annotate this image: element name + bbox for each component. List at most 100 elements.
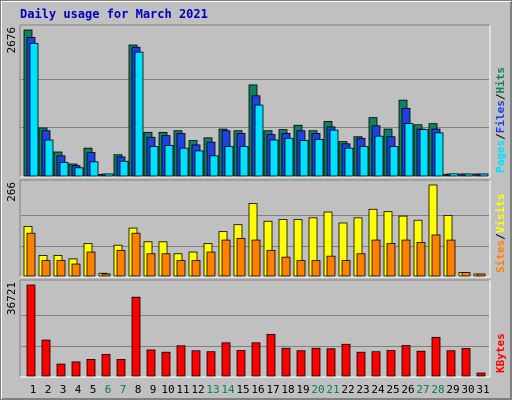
x-tick-label-day-23: 23: [356, 383, 369, 396]
x-tick-label-day-12: 12: [191, 383, 204, 396]
bar-sites-day-8: [131, 232, 141, 277]
bar-pages-day-14: [224, 146, 234, 177]
bar-sites-day-29: [446, 239, 456, 277]
x-tick-label-day-30: 30: [461, 383, 474, 396]
bar-kbytes-day-22: [341, 343, 351, 377]
x-tick-label-day-20: 20: [311, 383, 324, 396]
legend-bottom: KBytes: [494, 333, 507, 373]
bar-pages-day-7: [119, 160, 129, 177]
bar-sites-day-30: [461, 272, 471, 277]
legend-item-sites: Sites: [494, 240, 507, 273]
bar-pages-day-10: [164, 145, 174, 177]
bar-sites-day-13: [206, 251, 216, 277]
bar-kbytes-day-20: [311, 347, 321, 377]
bar-kbytes-day-25: [386, 350, 396, 377]
bar-sites-day-10: [161, 253, 171, 277]
legend-top: Pages/Files/Hits: [494, 67, 507, 173]
bar-sites-day-5: [86, 251, 96, 277]
bar-kbytes-day-8: [131, 296, 141, 377]
bar-sites-day-21: [326, 255, 336, 277]
bar-sites-day-2: [41, 260, 51, 277]
x-tick-label-day-27: 27: [416, 383, 429, 396]
x-tick-label-day-13: 13: [206, 383, 219, 396]
bar-kbytes-day-30: [461, 348, 471, 377]
bar-pages-day-21: [329, 129, 339, 177]
bar-kbytes-day-2: [41, 339, 51, 377]
bar-pages-day-23: [359, 146, 369, 177]
legend-separator: /: [494, 233, 507, 240]
bar-pages-day-29: [449, 173, 459, 177]
bar-kbytes-day-27: [416, 350, 426, 377]
x-tick-label-day-26: 26: [401, 383, 414, 396]
x-tick-label-day-6: 6: [105, 383, 112, 396]
y-max-label-bottom: 36721: [5, 282, 18, 315]
bar-sites-day-27: [416, 242, 426, 277]
bar-pages-day-2: [44, 139, 54, 177]
x-tick-label-day-18: 18: [281, 383, 294, 396]
bar-pages-day-18: [284, 137, 294, 177]
bar-kbytes-day-18: [281, 347, 291, 377]
bar-pages-day-15: [239, 146, 249, 177]
bar-kbytes-day-24: [371, 351, 381, 377]
legend-item-files: Files: [494, 100, 507, 133]
bar-sites-day-26: [401, 239, 411, 277]
x-tick-label-day-21: 21: [326, 383, 339, 396]
x-tick-label-day-16: 16: [251, 383, 264, 396]
bar-sites-day-15: [236, 237, 246, 277]
bar-pages-day-9: [149, 146, 159, 177]
bar-kbytes-day-11: [176, 345, 186, 377]
x-tick-label-day-22: 22: [341, 383, 354, 396]
bar-sites-day-31: [476, 273, 486, 277]
bar-kbytes-day-16: [251, 342, 261, 377]
bar-pages-day-8: [134, 51, 144, 177]
bar-kbytes-day-19: [296, 350, 306, 377]
x-tick-label-day-25: 25: [386, 383, 399, 396]
bar-sites-day-11: [176, 260, 186, 277]
x-tick-label-day-24: 24: [371, 383, 385, 396]
bar-kbytes-day-3: [56, 363, 66, 377]
bar-kbytes-day-31: [476, 372, 486, 377]
bar-pages-day-12: [194, 150, 204, 177]
bar-kbytes-day-1: [26, 284, 36, 377]
bar-pages-day-26: [404, 123, 414, 177]
bar-kbytes-day-15: [236, 350, 246, 377]
x-tick-label-day-31: 31: [476, 383, 489, 396]
x-tick-label-day-10: 10: [161, 383, 174, 396]
bar-pages-day-24: [374, 135, 384, 177]
bar-kbytes-day-23: [356, 351, 366, 377]
legend-item-hits: Hits: [494, 67, 507, 94]
bar-sites-day-1: [26, 232, 36, 277]
x-tick-label-day-2: 2: [45, 383, 52, 396]
x-tick-label-day-11: 11: [176, 383, 189, 396]
bar-pages-day-30: [464, 173, 474, 177]
bar-sites-day-18: [281, 256, 291, 277]
bar-sites-day-3: [56, 260, 66, 277]
bar-sites-day-19: [296, 260, 306, 277]
y-max-label-top: 2676: [5, 27, 18, 54]
bar-sites-day-25: [386, 243, 396, 277]
bar-pages-day-5: [89, 161, 99, 177]
bar-pages-day-13: [209, 155, 219, 177]
x-tick-label-day-17: 17: [266, 383, 279, 396]
bar-kbytes-day-7: [116, 358, 126, 377]
bar-pages-day-17: [269, 139, 279, 177]
x-tick-label-day-5: 5: [90, 383, 97, 396]
bar-kbytes-day-29: [446, 350, 456, 377]
x-tick-label-day-7: 7: [120, 383, 127, 396]
x-tick-label-day-8: 8: [135, 383, 142, 396]
x-tick-label-day-28: 28: [431, 383, 444, 396]
legend-item-visits: Visits: [494, 194, 507, 234]
bar-sites-day-17: [266, 249, 276, 277]
legend-separator: /: [494, 93, 507, 100]
legend-separator: /: [494, 133, 507, 140]
bar-pages-day-28: [434, 132, 444, 177]
x-tick-label-day-19: 19: [296, 383, 309, 396]
bar-pages-day-6: [104, 173, 114, 177]
bar-kbytes-day-10: [161, 351, 171, 377]
bar-pages-day-22: [344, 147, 354, 177]
bar-sites-day-14: [221, 239, 231, 277]
bar-pages-day-11: [179, 147, 189, 177]
bar-kbytes-day-26: [401, 345, 411, 377]
bar-kbytes-day-4: [71, 361, 81, 377]
